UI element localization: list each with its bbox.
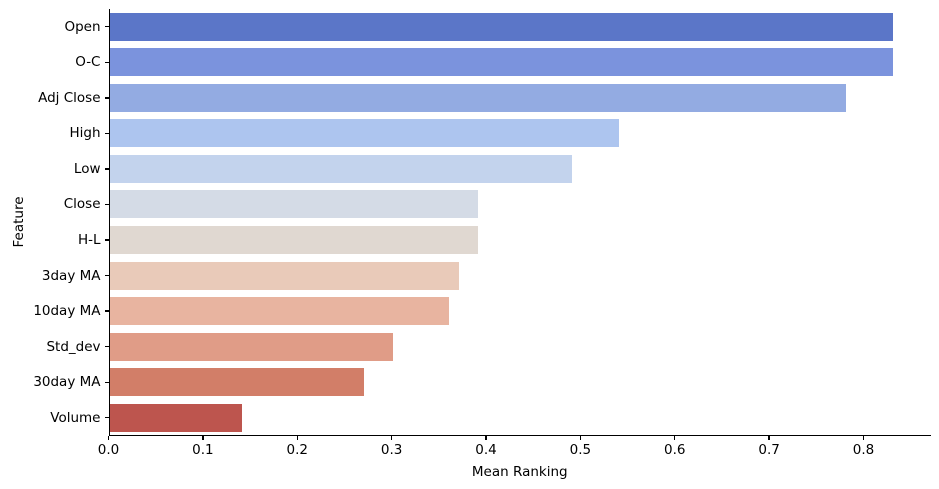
x-tick-mark	[579, 435, 582, 440]
bar-3day-ma	[109, 261, 459, 290]
y-tick-mark	[104, 61, 109, 63]
x-tick-mark	[674, 435, 676, 440]
bar-std-dev	[109, 332, 393, 361]
x-tick-label: 0.2	[286, 441, 308, 458]
x-axis-title: Mean Ranking	[471, 463, 568, 480]
x-tick-label: 0.6	[664, 441, 686, 458]
y-tick-label: Adj Close	[38, 89, 101, 106]
y-tick-label: Close	[63, 196, 101, 213]
y-tick-mark	[104, 239, 109, 241]
y-tick-label: H-L	[77, 232, 101, 249]
y-tick-label: High	[69, 125, 101, 142]
bar-open	[109, 12, 893, 41]
x-tick-mark	[485, 435, 487, 440]
bar-h-l	[109, 226, 478, 255]
y-tick-label: Volume	[50, 409, 101, 426]
y-tick-mark	[104, 26, 109, 28]
bar-close	[109, 190, 478, 219]
y-tick-label: O-C	[75, 54, 101, 71]
y-tick-label: Low	[73, 160, 101, 177]
x-tick-mark	[862, 435, 865, 440]
x-tick-mark	[768, 435, 770, 440]
y-tick-mark	[104, 132, 109, 135]
x-tick-label: 0.8	[852, 441, 875, 458]
bar-10day-ma	[109, 297, 450, 326]
bar-adj-close	[109, 83, 846, 112]
y-tick-label: 3day MA	[41, 267, 101, 284]
y-tick-label: Std_dev	[46, 338, 101, 355]
x-tick-mark	[202, 435, 204, 440]
x-tick-mark	[390, 435, 393, 440]
y-axis-title: Feature	[11, 196, 27, 248]
bar-low	[109, 154, 572, 183]
bar-high	[109, 119, 620, 148]
y-tick-mark	[104, 168, 109, 170]
y-tick-label: Open	[64, 18, 101, 35]
y-tick-mark	[104, 310, 109, 312]
bar-o-c	[109, 48, 893, 77]
x-tick-label: 0.4	[475, 441, 497, 458]
bar-30day-ma	[109, 368, 365, 397]
y-tick-mark	[104, 97, 109, 99]
bar-volume	[109, 403, 242, 432]
y-tick-label: 30day MA	[33, 374, 101, 391]
x-tick-label: 0.0	[97, 441, 120, 458]
x-tick-label: 0.5	[569, 441, 592, 458]
y-tick-mark	[104, 417, 109, 419]
x-tick-label: 0.3	[380, 441, 403, 458]
y-tick-label: 10day MA	[33, 303, 101, 320]
y-tick-mark	[104, 381, 109, 383]
y-tick-mark	[104, 203, 109, 206]
y-tick-mark	[104, 274, 109, 277]
x-tick-label: 0.1	[192, 441, 214, 458]
x-tick-mark	[107, 435, 110, 440]
plot-area	[108, 9, 931, 436]
y-tick-mark	[104, 345, 109, 348]
x-tick-mark	[296, 435, 298, 440]
x-tick-label: 0.7	[758, 441, 780, 458]
